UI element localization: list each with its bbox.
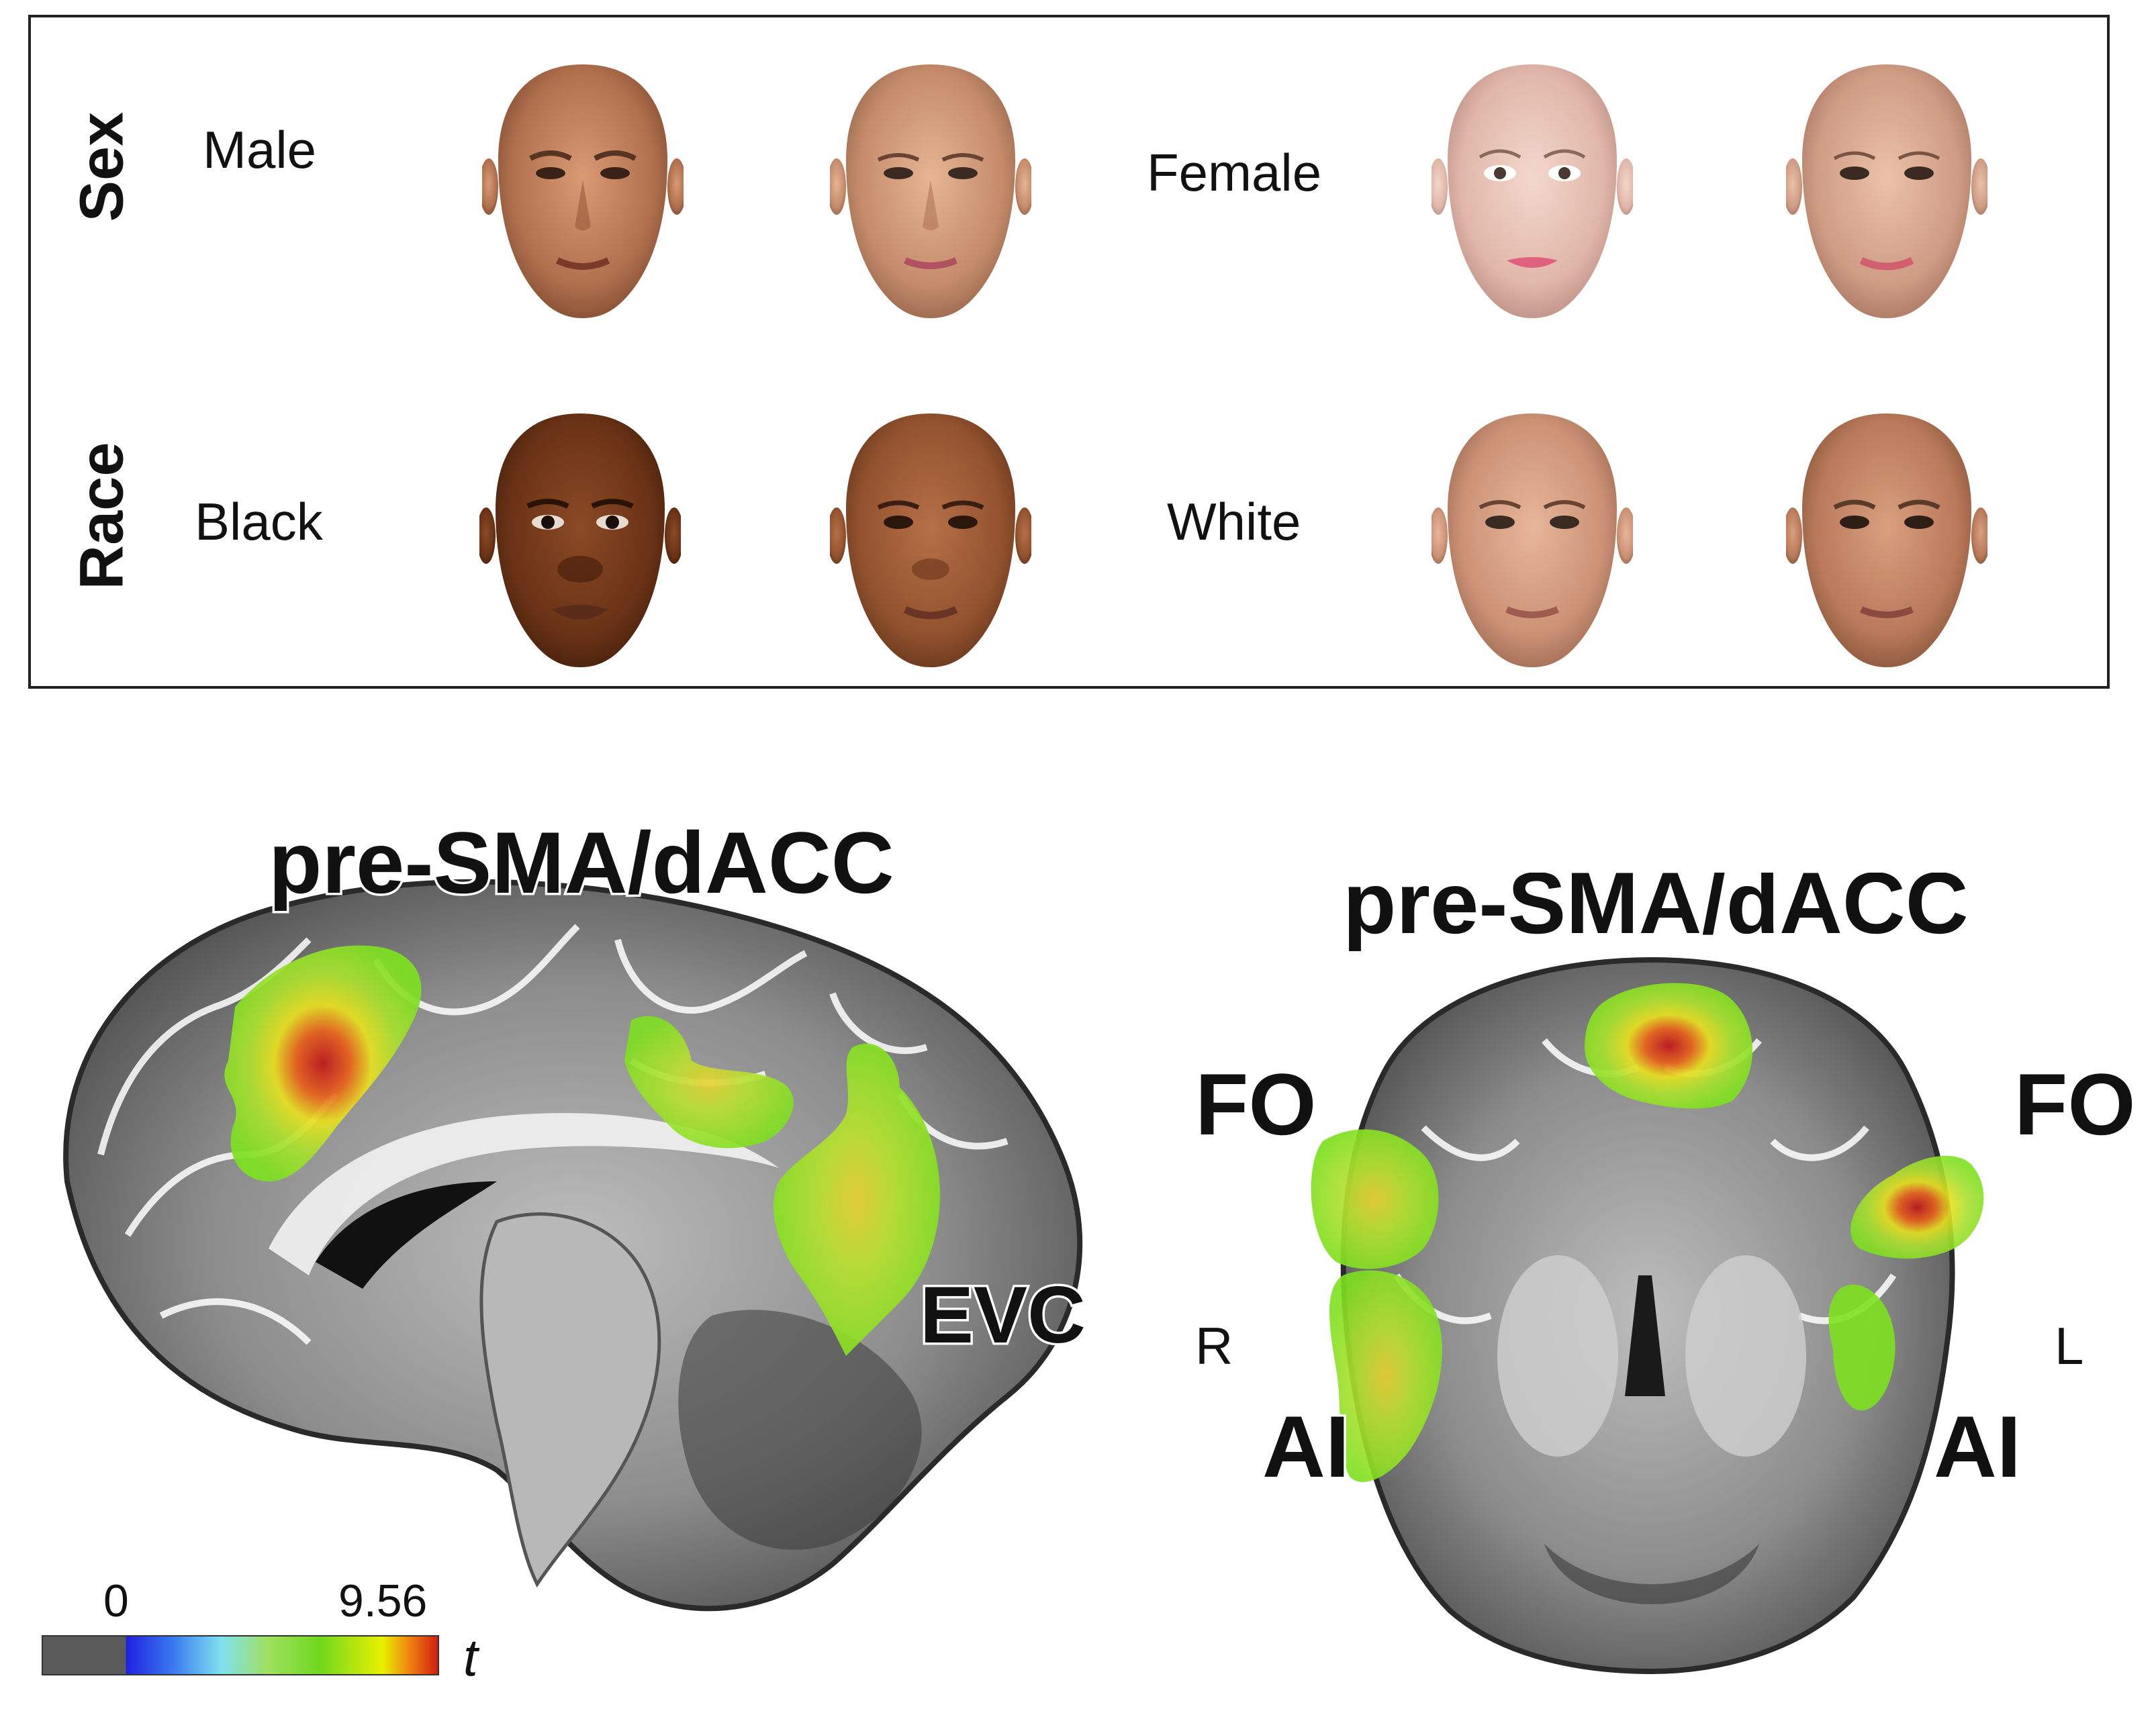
activation-fo-left [1850,1155,1984,1259]
category-label-white: White [1167,492,1301,551]
sagittal-brain-slice: pre-SMA/dACC EVC [63,812,1088,1612]
label-pre-sma-dacc-sagittal: pre-SMA/dACC [269,814,894,912]
colorbar-min-label: 0 [103,1575,129,1626]
colorbar-unit-label: t [463,1628,478,1687]
category-label-female: Female [1147,143,1322,202]
activation-pre-sma-dacc-coronal [1585,983,1752,1109]
label-fo-right: FO [1195,1055,1317,1153]
row-label-race: Race [67,442,136,590]
label-ai-left: AI [1934,1398,2021,1496]
activation-pre-sma-dacc-sagittal [224,945,422,1181]
category-label-male: Male [203,120,317,179]
label-evc: EVC [920,1270,1086,1360]
face-male-morph [830,59,1031,321]
label-pre-sma-dacc-coronal: pre-SMA/dACC [1343,873,1969,952]
activation-ai-left [1828,1284,1895,1411]
stimuli-panel: Sex Race Male Female Black White [28,15,2110,689]
activation-ai-right [1329,1270,1442,1482]
category-label-black: Black [195,492,323,551]
activation-evc [773,1043,940,1356]
colorbar-max-label: 9.56 [338,1575,428,1626]
face-female-prototype [1432,59,1633,321]
face-black-prototype [479,408,681,670]
coronal-brain-slice: pre-SMA/dACC FO FO AI AI [1193,873,2138,1675]
label-fo-left: FO [2014,1055,2136,1153]
face-white-morph [1786,408,1987,670]
activation-fo-right [1311,1129,1439,1269]
face-male-prototype [482,59,684,321]
row-label-sex: Sex [67,111,136,222]
face-female-morph [1786,59,1987,321]
label-ai-right: AI [1262,1398,1350,1496]
side-label-right: R [1195,1316,1233,1375]
colorbar [42,1635,439,1675]
face-white-prototype [1432,408,1633,670]
face-black-morph [830,408,1031,670]
side-label-left: L [2055,1316,2084,1375]
